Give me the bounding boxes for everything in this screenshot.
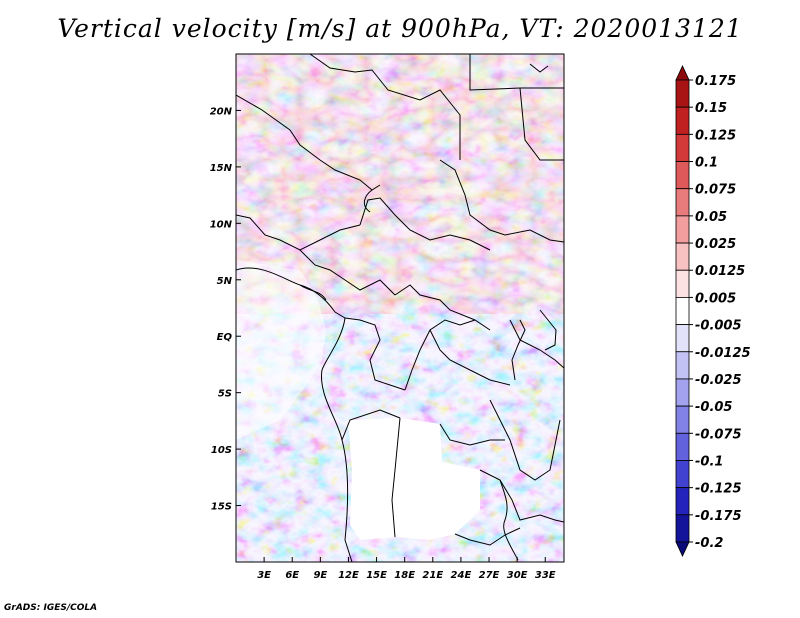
- plot-frame: [235, 53, 565, 563]
- colorbar-label: -0.025: [695, 373, 742, 388]
- colorbar-label: -0.2: [695, 536, 723, 551]
- colorbar-label: 0.15: [695, 101, 727, 116]
- lon-tick-label: 12E: [338, 570, 359, 581]
- colorbar-label: -0.1: [695, 454, 723, 469]
- colorbar-label: -0.075: [695, 427, 742, 442]
- colorbar-label: 0.175: [695, 74, 736, 89]
- colorbar-label: 0.1: [695, 156, 718, 171]
- longitude-axis: 3E 6E 9E 12E 15E 18E 21E 24E 27E 30E 33E: [257, 557, 556, 581]
- country-borders: [236, 54, 564, 562]
- colorbar-swatch: [675, 297, 690, 325]
- colorbar-label: -0.175: [695, 509, 742, 524]
- lon-tick-label: 15E: [366, 570, 387, 581]
- colorbar-swatch: [675, 106, 690, 135]
- colorbar-swatch: [675, 269, 690, 298]
- lat-tick-label: 10S: [211, 445, 232, 456]
- colorbar-swatch: [675, 242, 690, 271]
- colorbar-swatch: [675, 432, 690, 461]
- colorbar-min-triangle: [675, 541, 690, 557]
- colorbar-label: -0.125: [695, 482, 742, 497]
- colorbar-label: 0.025: [695, 237, 736, 252]
- colorbar-swatch: [675, 378, 690, 407]
- colorbar-label: -0.05: [695, 400, 732, 415]
- white-region-gulf: [236, 260, 326, 440]
- lat-tick-label: 15S: [211, 502, 232, 513]
- lat-tick-label: 15N: [210, 163, 233, 174]
- colorbar-swatch: [675, 79, 690, 108]
- colorbar-swatch: [675, 514, 690, 543]
- colorbar-swatch: [675, 215, 690, 244]
- colorbar-label: 0.075: [695, 183, 736, 198]
- lat-tick-label: 10N: [210, 219, 233, 230]
- colorbar-label: 0.125: [695, 128, 736, 143]
- lon-tick-label: 3E: [257, 570, 271, 581]
- grads-credit: GrADS: IGES/COLA: [4, 603, 98, 613]
- colorbar-swatch: [675, 351, 690, 380]
- colorbar: 0.175 0.15 0.125 0.1 0.075 0.05 0.025 0.0125 0.0…: [675, 65, 751, 557]
- colorbar-max-triangle: [675, 65, 690, 81]
- lon-tick-label: 33E: [535, 570, 556, 581]
- colorbar-swatch: [675, 188, 690, 217]
- lon-tick-label: 30E: [507, 570, 528, 581]
- lon-tick-label: 24E: [451, 570, 472, 581]
- lat-tick-label: 5N: [217, 276, 233, 287]
- lat-tick-label: EQ: [217, 332, 233, 343]
- latitude-axis: 20N 15N 10N 5N EQ 5S 10S 15S: [210, 106, 241, 513]
- colorbar-label: -0.005: [695, 319, 742, 334]
- colorbar-label: 0.05: [695, 210, 727, 225]
- colorbar-swatch: [675, 161, 690, 190]
- lat-tick-label: 20N: [210, 106, 233, 117]
- lon-tick-label: 9E: [313, 570, 327, 581]
- lat-tick-label: 5S: [218, 389, 232, 400]
- lon-tick-label: 6E: [285, 570, 299, 581]
- colorbar-label: -0.0125: [695, 346, 751, 361]
- white-region-south: [348, 418, 480, 540]
- lon-tick-label: 18E: [394, 570, 415, 581]
- colorbar-swatch: [675, 460, 690, 489]
- colorbar-swatch: [675, 487, 690, 516]
- lon-tick-label: 21E: [422, 570, 443, 581]
- lon-tick-label: 27E: [479, 570, 500, 581]
- colorbar-label: 0.005: [695, 291, 736, 306]
- colorbar-swatch: [675, 133, 690, 162]
- vertical-velocity-field: [236, 54, 564, 562]
- map-title: Vertical velocity [m/s] at 900hPa, VT: 2…: [57, 14, 743, 43]
- colorbar-label: 0.0125: [695, 264, 745, 279]
- colorbar-swatch: [675, 324, 690, 353]
- colorbar-swatch: [675, 405, 690, 434]
